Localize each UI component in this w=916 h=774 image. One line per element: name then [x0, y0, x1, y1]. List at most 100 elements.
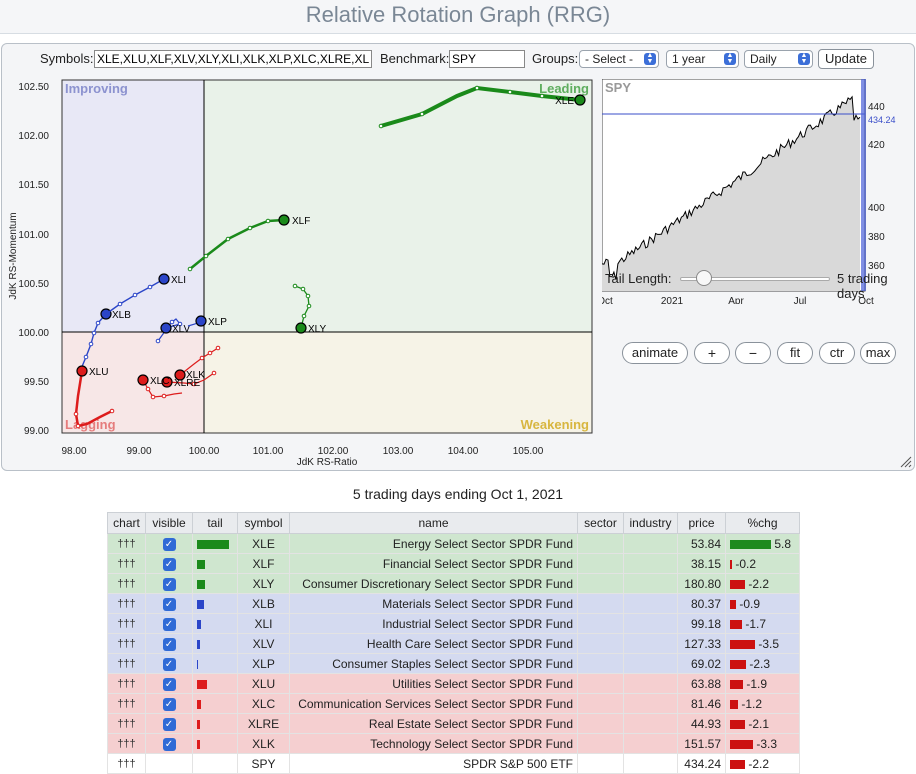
- zoom-out-button[interactable]: −: [735, 342, 771, 364]
- col-industry[interactable]: industry: [623, 512, 678, 534]
- visible-checkbox[interactable]: ✓: [162, 638, 176, 651]
- table-row[interactable]: ††† ✓ XLC Communication Services Select Sec…: [107, 693, 800, 714]
- table-row[interactable]: ††† ✓ XLI Industrial Select Sector SPDR Fun…: [107, 613, 800, 634]
- xly-marker[interactable]: [295, 322, 307, 334]
- visible-checkbox[interactable]: ✓: [162, 618, 176, 631]
- col-chart[interactable]: chart: [107, 512, 146, 534]
- xle-marker[interactable]: [574, 94, 586, 106]
- fit-button[interactable]: fit: [777, 342, 813, 364]
- table-row[interactable]: ††† ✓ XLRE Real Estate Select Sector SPDR F…: [107, 713, 800, 734]
- symbol-cell[interactable]: SPY: [237, 753, 290, 774]
- visible-checkbox[interactable]: ✓: [164, 759, 174, 770]
- frequency-select[interactable]: Daily ▲ ▼: [744, 50, 813, 68]
- visible-checkbox[interactable]: ✓: [162, 558, 176, 571]
- xlp-marker[interactable]: [195, 315, 207, 327]
- update-button[interactable]: Update: [818, 49, 874, 69]
- visible-cell[interactable]: ✓: [145, 633, 193, 654]
- visible-checkbox[interactable]: ✓: [162, 598, 176, 611]
- symbol-cell[interactable]: XLV: [237, 633, 290, 654]
- symbol-cell[interactable]: XLP: [237, 653, 290, 674]
- col-price[interactable]: price: [677, 512, 726, 534]
- visible-checkbox[interactable]: ✓: [162, 698, 176, 711]
- benchmark-input[interactable]: [449, 50, 525, 68]
- col-name[interactable]: name: [289, 512, 578, 534]
- symbol-cell[interactable]: XLRE: [237, 713, 290, 734]
- animate-button[interactable]: animate: [622, 342, 688, 364]
- xlk-marker[interactable]: [174, 369, 186, 381]
- symbol-cell[interactable]: XLY: [237, 573, 290, 594]
- xlb-trail[interactable]: XLB: [80, 308, 131, 370]
- symbol-cell[interactable]: XLU: [237, 673, 290, 694]
- xlu-marker[interactable]: [76, 365, 88, 377]
- visible-cell[interactable]: ✓: [145, 613, 193, 634]
- table-row[interactable]: ††† ✓ XLB Materials Select Sector SPDR Fund…: [107, 593, 800, 614]
- chart-icon[interactable]: †††: [107, 593, 146, 614]
- chart-icon[interactable]: †††: [107, 553, 146, 574]
- symbol-cell[interactable]: XLC: [237, 693, 290, 714]
- xlre-trail[interactable]: XLC XLRE: [137, 374, 200, 400]
- visible-checkbox[interactable]: ✓: [162, 718, 176, 731]
- chart-icon[interactable]: †††: [107, 693, 146, 714]
- table-row[interactable]: ††† ✓ XLU Utilities Select Sector SPDR Fund…: [107, 673, 800, 694]
- visible-checkbox[interactable]: ✓: [162, 538, 176, 551]
- chart-icon[interactable]: †††: [107, 633, 146, 654]
- col-visible[interactable]: visible: [145, 512, 193, 534]
- chart-icon[interactable]: †††: [107, 753, 146, 774]
- table-row[interactable]: ††† ✓ SPY SPDR S&P 500 ETF 434.24 -2.2: [107, 753, 800, 774]
- center-button[interactable]: ctr: [819, 342, 855, 364]
- xli-trail[interactable]: XLI: [105, 273, 186, 315]
- xly-trail[interactable]: XLY: [292, 283, 326, 335]
- chart-icon[interactable]: †††: [107, 653, 146, 674]
- chart-icon[interactable]: †††: [107, 533, 146, 554]
- visible-checkbox[interactable]: ✓: [162, 678, 176, 691]
- visible-cell[interactable]: ✓: [145, 653, 193, 674]
- visible-checkbox[interactable]: ✓: [162, 738, 176, 751]
- visible-cell[interactable]: ✓: [145, 593, 193, 614]
- xlc-trail[interactable]: [161, 370, 217, 388]
- xlre-lead-marker[interactable]: [137, 374, 149, 386]
- table-row[interactable]: ††† ✓ XLP Consumer Staples Select Sector SP…: [107, 653, 800, 674]
- visible-cell[interactable]: ✓: [145, 693, 193, 714]
- xli-marker[interactable]: [158, 273, 170, 285]
- visible-cell[interactable]: ✓: [145, 733, 193, 754]
- table-row[interactable]: ††† ✓ XLY Consumer Discretionary Select Sec…: [107, 573, 800, 594]
- xlv-trail[interactable]: XLV: [155, 318, 190, 344]
- col-sector[interactable]: sector: [577, 512, 624, 534]
- xlf-marker[interactable]: [278, 214, 290, 226]
- col-tail[interactable]: tail: [192, 512, 238, 534]
- visible-checkbox[interactable]: ✓: [162, 658, 176, 671]
- symbol-cell[interactable]: XLK: [237, 733, 290, 754]
- visible-cell[interactable]: ✓: [145, 673, 193, 694]
- xlf-trail[interactable]: XLF: [187, 214, 310, 272]
- zoom-in-button[interactable]: +: [694, 342, 730, 364]
- spy-scroll-handle[interactable]: [861, 79, 866, 291]
- symbol-cell[interactable]: XLI: [237, 613, 290, 634]
- symbol-cell[interactable]: XLE: [237, 533, 290, 554]
- period-select[interactable]: 1 year ▲ ▼: [666, 50, 739, 68]
- symbol-cell[interactable]: XLB: [237, 593, 290, 614]
- xlu-trail[interactable]: XLU: [73, 365, 115, 429]
- visible-cell[interactable]: ✓: [145, 713, 193, 734]
- visible-cell[interactable]: ✓: [145, 533, 193, 554]
- symbols-input[interactable]: [94, 50, 372, 68]
- max-button[interactable]: max: [860, 342, 896, 364]
- groups-select[interactable]: - Select - ▲ ▼: [579, 50, 659, 68]
- tail-length-slider-track[interactable]: [680, 277, 830, 281]
- visible-cell[interactable]: ✓: [145, 573, 193, 594]
- chart-icon[interactable]: †††: [107, 713, 146, 734]
- chart-icon[interactable]: †††: [107, 673, 146, 694]
- xlv-marker[interactable]: [160, 322, 172, 334]
- table-row[interactable]: ††† ✓ XLF Financial Select Sector SPDR Fund…: [107, 553, 800, 574]
- xle-trail[interactable]: XLE: [378, 85, 586, 129]
- col-symbol[interactable]: symbol: [237, 512, 290, 534]
- chart-icon[interactable]: †††: [107, 573, 146, 594]
- resize-handle-icon[interactable]: [900, 456, 912, 468]
- chart-icon[interactable]: †††: [107, 733, 146, 754]
- symbol-cell[interactable]: XLF: [237, 553, 290, 574]
- tail-length-slider-handle[interactable]: [696, 270, 712, 286]
- table-row[interactable]: ††† ✓ XLV Health Care Select Sector SPDR Fu…: [107, 633, 800, 654]
- xlp-trail[interactable]: XLP: [187, 315, 227, 328]
- visible-cell[interactable]: ✓: [145, 553, 193, 574]
- chart-icon[interactable]: †††: [107, 613, 146, 634]
- table-row[interactable]: ††† ✓ XLK Technology Select Sector SPDR Fun…: [107, 733, 800, 754]
